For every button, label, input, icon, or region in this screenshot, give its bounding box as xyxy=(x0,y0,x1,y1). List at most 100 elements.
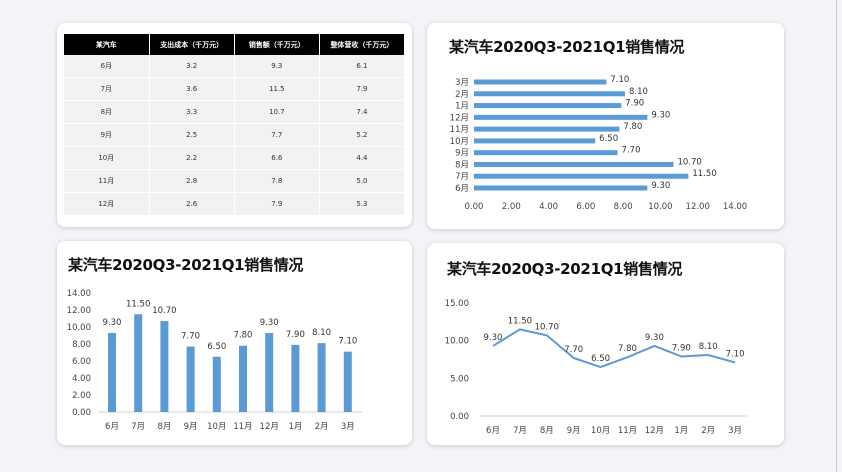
line-chart-card: 某汽车2020Q3-2021Q1销售情况 0.00 5.00 10.00 15.00 9… xyxy=(427,243,784,445)
x-tick-label: 8.00 xyxy=(614,202,633,212)
category-tick-label: 9月 xyxy=(455,149,469,159)
table-cell: 7.9 xyxy=(234,192,320,216)
data-label: 7.10 xyxy=(726,350,745,360)
category-tick-label: 10月 xyxy=(450,137,469,147)
bar xyxy=(343,351,352,412)
category-tick-label: 10月 xyxy=(591,426,610,436)
data-label: 11.50 xyxy=(692,169,716,179)
category-tick-label: 9月 xyxy=(567,426,581,436)
data-label: 9.30 xyxy=(103,318,122,328)
y-tick-label: 10.00 xyxy=(67,323,91,333)
vertical-bar-chart: 0.00 2.00 4.00 6.00 8.00 10.00 12.00 14.00 9.30 6… xyxy=(67,289,362,432)
data-label: 7.90 xyxy=(625,99,644,109)
y-tick-label: 15.00 xyxy=(445,299,469,309)
y-tick-label: 10.00 xyxy=(445,337,469,347)
x-tick-label: 12.00 xyxy=(686,202,710,212)
table-row: 9月 2.5 7.7 5.2 xyxy=(64,123,406,147)
category-tick-label: 3月 xyxy=(455,78,469,88)
y-tick-label: 5.00 xyxy=(450,374,469,384)
table-row: 11月 2.8 7.8 5.0 xyxy=(64,169,406,193)
category-tick-label: 1月 xyxy=(455,102,469,112)
y-tick-label: 0.00 xyxy=(450,412,469,422)
table-row: 6月 3.2 9.3 6.1 xyxy=(64,55,406,78)
y-tick-label: 14.00 xyxy=(67,289,91,299)
y-tick-label: 0.00 xyxy=(72,408,91,418)
chart-title: 某汽车2020Q3-2021Q1销售情况 xyxy=(447,260,683,278)
x-tick-label: 14.00 xyxy=(723,202,747,212)
x-tick-label: 6.00 xyxy=(576,202,595,212)
data-label: 9.30 xyxy=(645,333,664,343)
data-label: 7.10 xyxy=(338,337,357,347)
bar xyxy=(474,79,607,85)
table-cell: 7.4 xyxy=(319,100,406,124)
table-cell: 5.0 xyxy=(319,169,406,193)
table-header-cell: 支出成本（千万元） xyxy=(149,34,235,55)
table-cell: 4.4 xyxy=(319,146,406,170)
data-label: 7.10 xyxy=(610,75,629,85)
chart-title: 某汽车2020Q3-2021Q1销售情况 xyxy=(68,256,304,274)
category-tick-label: 12月 xyxy=(450,113,469,123)
category-tick-label: 2月 xyxy=(455,90,469,100)
table-cell: 7.8 xyxy=(234,169,320,193)
sales-data-table: 某汽车 支出成本（千万元） 销售额（千万元） 整体营收（千万元） 6月 3.2 9.3 6.… xyxy=(64,34,406,216)
table-cell: 10月 xyxy=(64,146,150,170)
bar xyxy=(474,114,648,120)
table-cell: 7.7 xyxy=(234,123,320,147)
category-tick-label: 10月 xyxy=(207,422,226,432)
category-tick-label: 6月 xyxy=(455,184,469,194)
data-label: 9.30 xyxy=(651,110,670,120)
line-chart: 0.00 5.00 10.00 15.00 9.30 6月 11.50 7月 10.70 8月 7.… xyxy=(445,299,747,436)
table-cell: 6.6 xyxy=(234,146,320,170)
data-label: 7.70 xyxy=(622,146,641,156)
y-tick-label: 4.00 xyxy=(72,374,91,384)
table-cell: 6.1 xyxy=(319,55,406,78)
table-cell: 11月 xyxy=(64,169,150,193)
x-tick-label: 4.00 xyxy=(539,202,558,212)
data-label: 8.10 xyxy=(699,342,718,352)
data-label: 7.70 xyxy=(564,345,583,355)
bar xyxy=(160,321,169,412)
table-row: 8月 3.3 10.7 7.4 xyxy=(64,100,406,124)
table-cell: 2.5 xyxy=(149,123,235,147)
x-tick-label: 10.00 xyxy=(648,202,672,212)
category-tick-label: 8月 xyxy=(455,160,469,170)
y-tick-label: 6.00 xyxy=(72,357,91,367)
table-cell: 7.9 xyxy=(319,77,406,101)
table-row: 10月 2.2 6.6 4.4 xyxy=(64,146,406,170)
horizontal-bar-chart-card: 某汽车2020Q3-2021Q1销售情况 6月 9.30 7月 11.50 8月 10.7… xyxy=(427,23,784,229)
category-tick-label: 11月 xyxy=(450,125,469,135)
table-cell: 7月 xyxy=(64,77,150,101)
category-tick-label: 3月 xyxy=(728,426,742,436)
data-label: 9.30 xyxy=(484,333,503,343)
data-label: 11.50 xyxy=(508,316,532,326)
bar xyxy=(474,138,596,144)
data-label: 6.50 xyxy=(591,354,610,364)
table-header-cell: 某汽车 xyxy=(64,34,150,55)
series-line xyxy=(492,328,736,369)
category-tick-label: 6月 xyxy=(486,426,500,436)
category-tick-label: 2月 xyxy=(701,426,715,436)
table-cell: 9.3 xyxy=(234,55,320,78)
bar xyxy=(265,332,274,412)
bar xyxy=(134,314,143,412)
table-body: 6月 3.2 9.3 6.1 7月 3.6 11.5 7.9 8月 3.3 10.7 7.4 9月 2.5… xyxy=(64,55,406,216)
horizontal-bar-chart: 6月 9.30 7月 11.50 8月 10.70 9月 7.70 10月 6.50 11月 7.80… xyxy=(450,75,748,212)
data-label: 7.80 xyxy=(623,122,642,132)
table-row: 12月 2.6 7.9 5.3 xyxy=(64,192,406,216)
table-cell: 5.3 xyxy=(319,192,406,216)
x-tick-label: 0.00 xyxy=(465,202,484,212)
category-tick-label: 8月 xyxy=(540,426,554,436)
table-cell: 5.2 xyxy=(319,123,406,147)
data-label: 6.50 xyxy=(207,342,226,352)
table-cell: 3.6 xyxy=(149,77,235,101)
category-tick-label: 1月 xyxy=(288,422,302,432)
category-tick-label: 11月 xyxy=(618,426,637,436)
data-label: 6.50 xyxy=(599,134,618,144)
table-cell: 3.3 xyxy=(149,100,235,124)
data-label: 7.80 xyxy=(234,331,253,341)
y-tick-label: 8.00 xyxy=(72,340,91,350)
bar xyxy=(186,346,195,412)
window-edge-divider xyxy=(836,0,837,472)
data-label: 10.70 xyxy=(677,157,701,167)
data-label: 11.50 xyxy=(126,299,150,309)
